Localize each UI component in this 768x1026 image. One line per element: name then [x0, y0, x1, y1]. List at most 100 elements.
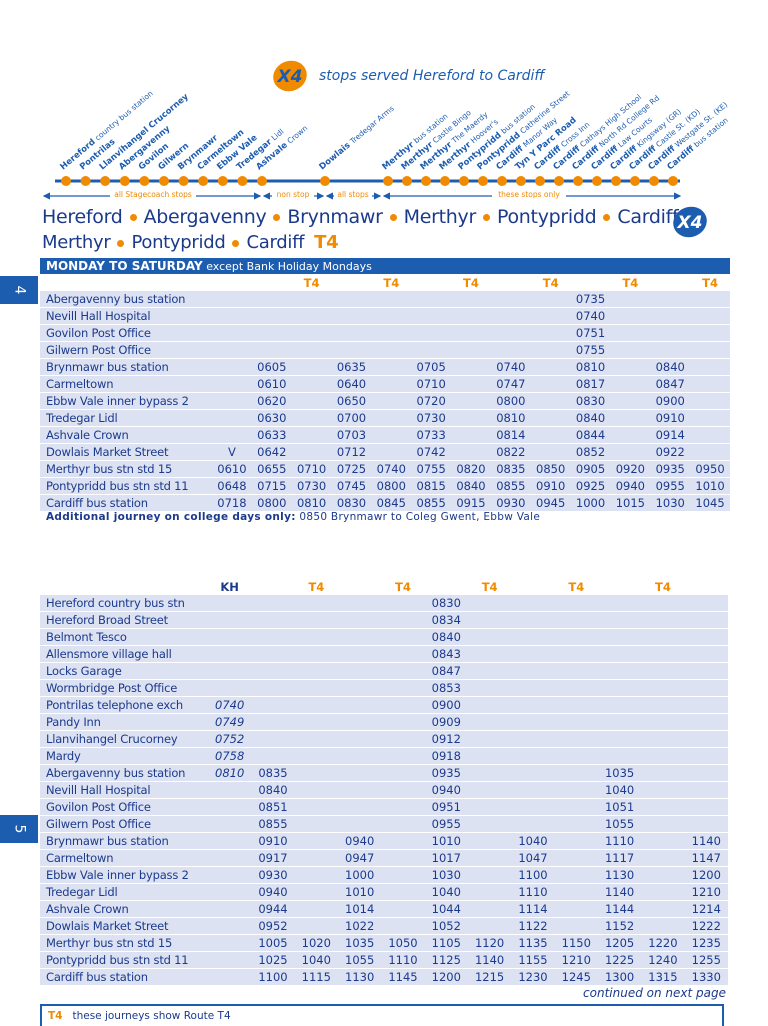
time [451, 443, 491, 461]
time: 0755 [411, 460, 452, 478]
time [554, 679, 598, 697]
time [511, 747, 555, 765]
route-secondary: Merthyr Pontypridd Cardiff T4 [42, 232, 339, 253]
time: 1200 [684, 866, 728, 884]
time: 0630 [251, 409, 292, 427]
stop-dot [478, 176, 488, 186]
time [294, 645, 338, 663]
time: 1225 [597, 951, 642, 969]
stop-dot [459, 176, 469, 186]
time [381, 781, 425, 799]
time [641, 713, 685, 731]
time [650, 341, 691, 359]
stop-dot [440, 176, 450, 186]
place: Pontypridd [131, 232, 226, 253]
time [554, 628, 598, 646]
column-header [491, 275, 531, 291]
time [381, 679, 425, 697]
time: 0920 [610, 460, 651, 478]
time: 0735 [570, 291, 611, 308]
time: 0725 [331, 460, 372, 478]
time [294, 747, 338, 765]
stop-name: Cardiff bus station [40, 968, 208, 986]
stop-detail: Tredegar Arms [347, 104, 395, 147]
time: 0844 [570, 426, 611, 444]
timetable-row: Carmeltown 0610 0640 0710 0747 0817 0847 [40, 375, 730, 393]
stop-dot [383, 176, 393, 186]
timetable-row: Brynmawr bus station 0605 0635 0705 0740 0810… [40, 358, 730, 376]
time: 0944 [251, 900, 295, 918]
time: 1245 [554, 968, 598, 986]
column-header: T4 [655, 580, 671, 594]
time [208, 798, 252, 816]
time: 1055 [337, 951, 382, 969]
time [684, 662, 728, 680]
time [610, 392, 651, 410]
separator-dot [483, 214, 490, 221]
time [208, 951, 252, 969]
time [554, 696, 598, 714]
time: 0914 [650, 426, 691, 444]
time [641, 917, 685, 935]
stop-dot [592, 176, 602, 186]
time [467, 781, 512, 799]
time [291, 443, 332, 461]
time [381, 645, 425, 663]
time: 0840 [570, 409, 611, 427]
time [684, 764, 728, 782]
time [451, 307, 491, 325]
place: Cardiff [246, 232, 305, 253]
column-header [685, 579, 728, 595]
time: 0840 [251, 781, 295, 799]
column-header: T4 [463, 276, 479, 290]
time [511, 611, 555, 629]
time [650, 291, 691, 308]
time: 0917 [251, 849, 295, 867]
time [251, 324, 292, 342]
stop-name: Carmeltown [40, 375, 212, 393]
time [212, 291, 252, 308]
time [610, 358, 651, 376]
time [641, 832, 685, 850]
time [554, 815, 598, 833]
stop-name: Pontrilas telephone exch [40, 696, 208, 714]
separator-dot [117, 239, 125, 247]
time [641, 595, 685, 612]
time: 0742 [411, 443, 452, 461]
time: 0635 [331, 358, 372, 376]
time [530, 426, 571, 444]
stop-dot [497, 176, 507, 186]
column-header: T4 [481, 580, 498, 594]
time [251, 662, 295, 680]
time: 1114 [511, 900, 555, 918]
timetable: KH T4 T4 T4 T4 T4 Hereford country bus stn 0830… [40, 579, 728, 986]
time: 0633 [251, 426, 292, 444]
time [467, 628, 512, 646]
timetable-row: Llanvihangel Crucorney 0752 0912 [40, 730, 728, 748]
college-note: Additional journey on college days only:… [46, 511, 540, 523]
place: Abergavenny [143, 206, 267, 228]
time [381, 713, 425, 731]
time [641, 628, 685, 646]
time [530, 443, 571, 461]
stop-label: Cardiff Westgate St. (KE) [647, 100, 730, 172]
time [291, 409, 332, 427]
time [337, 595, 382, 612]
time: 0855 [490, 477, 531, 495]
time: 0751 [570, 324, 611, 342]
time [511, 764, 555, 782]
time: 0930 [251, 866, 295, 884]
time: 0703 [331, 426, 372, 444]
day: MONDAY TO SATURDAY [46, 259, 203, 273]
time [294, 866, 338, 884]
time: 1000 [570, 494, 611, 512]
time: 1025 [251, 951, 295, 969]
time [371, 426, 412, 444]
column-header: T4 [383, 276, 400, 290]
time [291, 375, 332, 393]
time [208, 662, 252, 680]
time [610, 409, 651, 427]
stop-name: Locks Garage [40, 662, 208, 680]
time: 0740 [208, 696, 252, 714]
time [381, 866, 425, 884]
